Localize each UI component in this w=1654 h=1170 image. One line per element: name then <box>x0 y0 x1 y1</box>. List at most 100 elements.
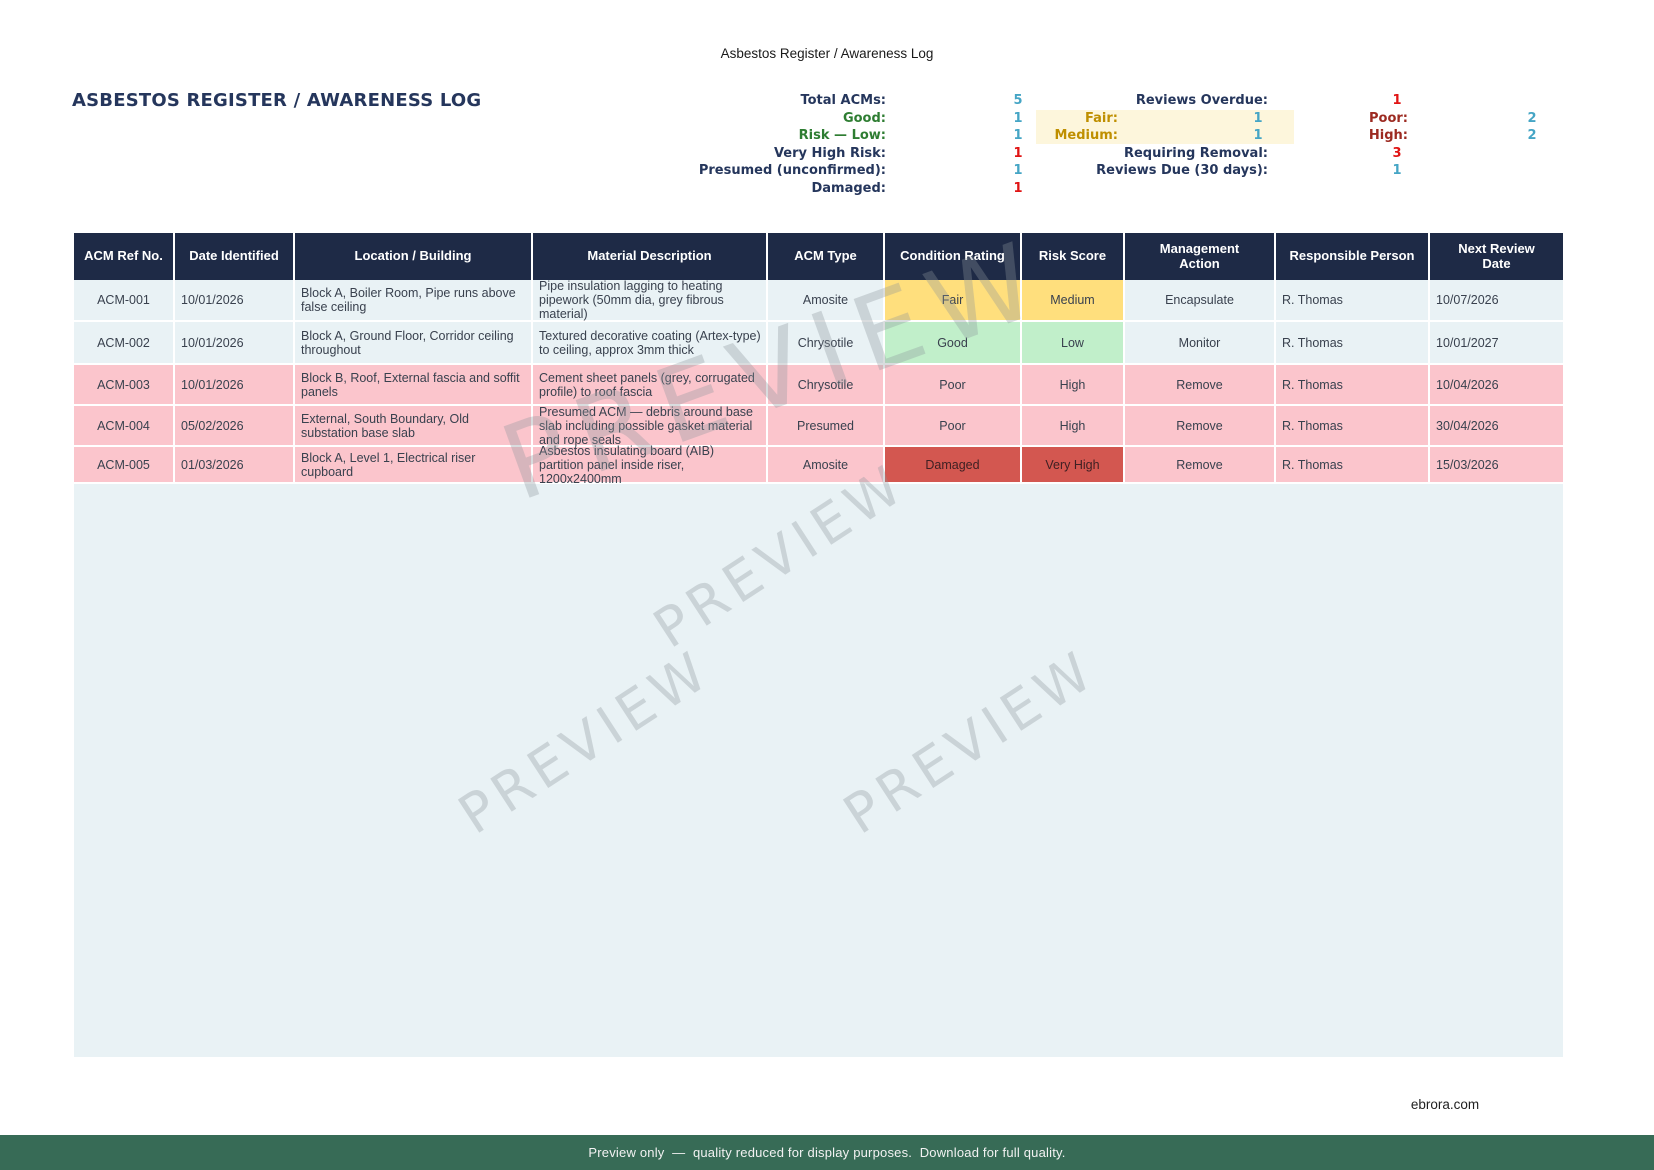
cell-date: 10/01/2026 <box>175 280 295 320</box>
cell-date: 10/01/2026 <box>175 365 295 404</box>
cell-material: Cement sheet panels (grey, corrugated pr… <box>533 365 768 404</box>
summary-label: Presumed (unconfirmed): <box>698 163 886 178</box>
column-header: Condition Rating <box>885 233 1022 280</box>
cell-risk: Medium <box>1022 280 1125 320</box>
column-header: Material Description <box>533 233 768 280</box>
summary-value: 2 <box>1527 111 1537 126</box>
cell-action: Remove <box>1125 447 1276 482</box>
cell-action: Remove <box>1125 406 1276 445</box>
summary-label: Fair: <box>1085 111 1118 126</box>
summary-value: 5 <box>1013 93 1023 108</box>
column-header: ACM Type <box>768 233 885 280</box>
cell-acm-type: Presumed <box>768 406 885 445</box>
summary-highlight <box>1036 127 1294 144</box>
summary-value: 1 <box>1253 128 1263 143</box>
cell-person: R. Thomas <box>1276 322 1430 363</box>
cell-condition: Fair <box>885 280 1022 320</box>
cell-next-review: 10/01/2027 <box>1430 322 1563 363</box>
cell-person: R. Thomas <box>1276 447 1430 482</box>
column-header-label: Location / Building <box>354 248 472 264</box>
cell-date: 01/03/2026 <box>175 447 295 482</box>
cell-location: Block A, Ground Floor, Corridor ceiling … <box>295 322 533 363</box>
cell-location: Block A, Boiler Room, Pipe runs above fa… <box>295 280 533 320</box>
cell-location: Block B, Roof, External fascia and soffi… <box>295 365 533 404</box>
column-header: Responsible Person <box>1276 233 1430 280</box>
cell-ref: ACM-001 <box>74 280 175 320</box>
cell-action: Monitor <box>1125 322 1276 363</box>
cell-date: 05/02/2026 <box>175 406 295 445</box>
column-header: ACM Ref No. <box>74 233 175 280</box>
cell-date: 10/01/2026 <box>175 322 295 363</box>
cell-acm-type: Amosite <box>768 447 885 482</box>
cell-location: Block A, Level 1, Electrical riser cupbo… <box>295 447 533 482</box>
page-heading: ASBESTOS REGISTER / AWARENESS LOG <box>72 90 482 111</box>
summary-value: 1 <box>1013 163 1023 178</box>
cell-acm-type: Chrysotile <box>768 322 885 363</box>
cell-condition: Poor <box>885 365 1022 404</box>
column-header: Date Identified <box>175 233 295 280</box>
cell-action: Remove <box>1125 365 1276 404</box>
column-header-label: Next Review Date <box>1458 240 1535 271</box>
summary-label: Damaged: <box>811 181 886 196</box>
summary-value: 1 <box>1392 93 1402 108</box>
summary-label: Reviews Due (30 days): <box>1096 163 1268 178</box>
cell-ref: ACM-003 <box>74 365 175 404</box>
summary-value: 1 <box>1392 163 1402 178</box>
document-title: Asbestos Register / Awareness Log <box>720 46 934 61</box>
column-header: Risk Score <box>1022 233 1125 280</box>
cell-material: Textured decorative coating (Artex-type)… <box>533 322 768 363</box>
summary-value: 1 <box>1253 111 1263 126</box>
preview-notice-text: Preview only — quality reduced for displ… <box>588 1145 1066 1160</box>
cell-material: Asbestos insulating board (AIB) partitio… <box>533 444 768 486</box>
cell-risk: Low <box>1022 322 1125 363</box>
column-header-label: Risk Score <box>1038 248 1107 264</box>
cell-person: R. Thomas <box>1276 406 1430 445</box>
cell-acm-type: Chrysotile <box>768 365 885 404</box>
cell-risk: High <box>1022 406 1125 445</box>
preview-notice-bar: Preview only — quality reduced for displ… <box>0 1135 1654 1170</box>
site-label: ebrora.com <box>1410 1097 1480 1112</box>
cell-acm-type: Amosite <box>768 280 885 320</box>
cell-location: External, South Boundary, Old substation… <box>295 406 533 445</box>
cell-ref: ACM-002 <box>74 322 175 363</box>
table-row: ACM-005 01/03/2026 Block A, Level 1, Elect… <box>74 444 1563 486</box>
column-header: Management Action <box>1125 233 1276 280</box>
cell-person: R. Thomas <box>1276 280 1430 320</box>
summary-value: 2 <box>1527 128 1537 143</box>
cell-condition: Good <box>885 322 1022 363</box>
table-row: ACM-003 10/01/2026 Block B, Roof, External… <box>74 365 1563 406</box>
summary-value: 3 <box>1392 146 1402 161</box>
summary-value: 1 <box>1013 128 1023 143</box>
summary-highlight <box>1036 110 1294 127</box>
table-row: ACM-004 05/02/2026 External, South Boundar… <box>74 405 1563 447</box>
summary-label: Requiring Removal: <box>1123 146 1268 161</box>
column-header-label: ACM Type <box>794 248 857 264</box>
summary-label: High: <box>1368 128 1408 143</box>
cell-material: Presumed ACM — debris around base slab i… <box>533 405 768 447</box>
cell-risk: Very High <box>1022 447 1125 482</box>
cell-next-review: 15/03/2026 <box>1430 447 1563 482</box>
column-header-label: Date Identified <box>189 248 279 264</box>
table-header-row: ACM Ref No. Date Identified Location / Bui… <box>74 233 1563 280</box>
cell-risk: High <box>1022 365 1125 404</box>
cell-ref: ACM-004 <box>74 406 175 445</box>
column-header-label: Management Action <box>1159 240 1240 271</box>
summary-label: Medium: <box>1054 128 1118 143</box>
summary-label: Total ACMs: <box>800 93 886 108</box>
cell-condition: Damaged <box>885 447 1022 482</box>
summary-value: 1 <box>1013 111 1023 126</box>
column-header: Location / Building <box>295 233 533 280</box>
table-row: ACM-002 10/01/2026 Block A, Ground Floor, … <box>74 322 1563 365</box>
summary-label: Reviews Overdue: <box>1135 93 1268 108</box>
cell-next-review: 10/07/2026 <box>1430 280 1563 320</box>
column-header-label: ACM Ref No. <box>84 248 163 264</box>
summary-label: Poor: <box>1369 111 1408 126</box>
cell-next-review: 30/04/2026 <box>1430 406 1563 445</box>
summary-value: 1 <box>1013 146 1023 161</box>
cell-condition: Poor <box>885 406 1022 445</box>
cell-action: Encapsulate <box>1125 280 1276 320</box>
column-header-label: Material Description <box>587 248 712 264</box>
cell-material: Pipe insulation lagging to heating pipew… <box>533 279 768 321</box>
cell-ref: ACM-005 <box>74 447 175 482</box>
